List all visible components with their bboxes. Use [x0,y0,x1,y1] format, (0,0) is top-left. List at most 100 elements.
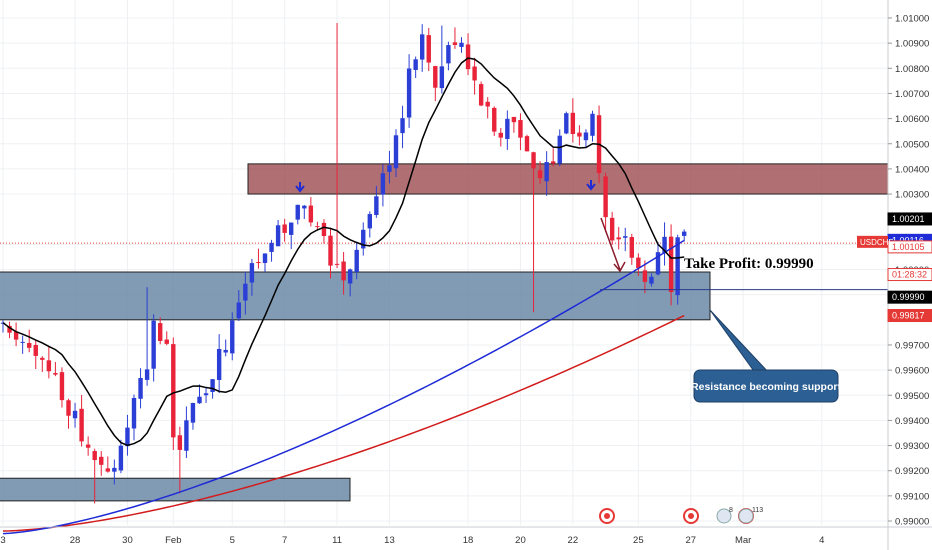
candle-body[interactable] [210,379,215,392]
candle-body[interactable] [66,400,71,416]
candle-body[interactable] [223,349,228,353]
candle-body[interactable] [655,252,661,275]
candle-body[interactable] [184,420,189,451]
candle-body[interactable] [668,236,674,293]
candle-body[interactable] [85,444,91,448]
event-icon[interactable] [599,508,615,524]
candle-body[interactable] [236,302,241,319]
candle-body[interactable] [439,66,445,89]
candle-body[interactable] [13,331,19,340]
candle-body[interactable] [675,237,680,296]
candle-body[interactable] [92,451,97,461]
candle-body[interactable] [256,262,261,264]
candle-body[interactable] [33,344,38,356]
candle-body[interactable] [118,445,124,471]
candle-body[interactable] [197,396,202,404]
candle-body[interactable] [341,261,346,281]
candle-body[interactable] [511,116,517,123]
candle-body[interactable] [216,348,222,380]
candle-body[interactable] [79,408,84,442]
candle-body[interactable] [190,403,196,423]
event-icon[interactable] [683,508,699,524]
candle-body[interactable] [158,323,163,341]
candle-body[interactable] [380,173,386,195]
candle-body[interactable] [302,205,307,209]
candle-body[interactable] [151,320,156,369]
candle-body[interactable] [505,118,510,139]
candle-body[interactable] [492,107,497,132]
candle-body[interactable] [662,236,667,254]
candle-body[interactable] [361,229,366,249]
candle-body[interactable] [485,101,490,107]
candle-body[interactable] [367,214,372,229]
candle-body[interactable] [531,152,536,169]
candle-body[interactable] [524,136,530,152]
candle-body[interactable] [72,410,78,419]
candle-body[interactable] [583,132,589,141]
candle-body[interactable] [203,393,209,396]
candle-body[interactable] [321,222,327,237]
candle-body[interactable] [171,344,176,438]
candle-body[interactable] [459,42,464,47]
candle-body[interactable] [347,269,353,284]
candle-body[interactable] [446,45,451,64]
candle-body[interactable] [465,44,471,70]
candle-body[interactable] [472,66,477,81]
candle-body[interactable] [400,118,405,134]
candle-body[interactable] [537,170,543,179]
candle-body[interactable] [642,270,648,282]
candle-body[interactable] [328,235,333,266]
candle-body[interactable] [498,132,503,138]
candle-body[interactable] [452,42,458,45]
candle-body[interactable] [262,253,268,264]
candle-body[interactable] [177,435,183,450]
candle-body[interactable] [295,204,300,220]
candle-body[interactable] [249,263,255,283]
candle-body[interactable] [27,343,32,348]
candle-body[interactable] [570,112,576,134]
candle-body[interactable] [46,360,52,372]
candle-body[interactable] [564,113,569,134]
candle-body[interactable] [406,68,412,118]
candle-body[interactable] [275,225,281,247]
candle-body[interactable] [144,369,150,380]
candle-body[interactable] [636,257,641,269]
flag-icon[interactable] [738,508,754,524]
candle-body[interactable] [230,320,235,354]
candle-body[interactable] [518,120,523,138]
candle-body[interactable] [315,226,320,228]
flag-icon[interactable] [716,508,732,524]
support-zone-lower[interactable] [0,477,351,502]
candle-body[interactable] [609,217,615,241]
candle-body[interactable] [374,196,379,216]
candle-body[interactable] [603,176,608,218]
candle-body[interactable] [426,35,431,63]
candle-body[interactable] [420,34,425,60]
candle-body[interactable] [557,135,562,164]
candle-body[interactable] [40,357,45,360]
candle-body[interactable] [544,162,549,182]
candle-body[interactable] [629,237,634,258]
candle-body[interactable] [623,236,628,238]
candle-body[interactable] [616,237,621,240]
candle-body[interactable] [20,341,25,343]
candle-body[interactable] [334,263,340,265]
resistance-zone[interactable] [247,163,889,195]
candle-body[interactable] [53,373,58,375]
candle-body[interactable] [105,468,110,472]
candle-body[interactable] [99,456,104,465]
candle-body[interactable] [125,427,130,447]
candle-body[interactable] [387,165,392,172]
candle-body[interactable] [354,249,359,272]
candle-body[interactable] [7,325,12,333]
candle-body[interactable] [551,161,556,164]
candle-body[interactable] [682,231,687,236]
candle-body[interactable] [289,222,294,235]
candle-body[interactable] [413,59,418,70]
candle-body[interactable] [243,283,248,301]
candle-body[interactable] [590,113,595,136]
candle-body[interactable] [164,339,169,344]
candle-body[interactable] [269,242,274,252]
candle-body[interactable] [282,224,287,233]
